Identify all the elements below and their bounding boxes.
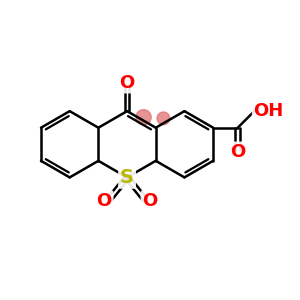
Circle shape bbox=[157, 112, 170, 125]
Text: O: O bbox=[142, 192, 158, 210]
Text: OH: OH bbox=[253, 102, 283, 120]
Text: O: O bbox=[230, 143, 245, 161]
Circle shape bbox=[136, 110, 151, 125]
Text: O: O bbox=[97, 192, 112, 210]
Text: S: S bbox=[120, 168, 134, 187]
Text: O: O bbox=[119, 74, 135, 92]
